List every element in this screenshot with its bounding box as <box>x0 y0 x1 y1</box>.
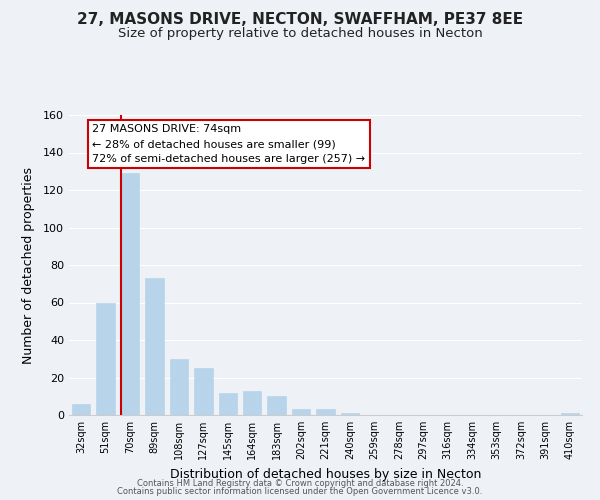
Bar <box>268 396 286 415</box>
Bar <box>316 410 335 415</box>
Bar <box>243 390 262 415</box>
Bar <box>341 413 359 415</box>
Text: Contains HM Land Registry data © Crown copyright and database right 2024.: Contains HM Land Registry data © Crown c… <box>137 478 463 488</box>
Text: Contains public sector information licensed under the Open Government Licence v3: Contains public sector information licen… <box>118 487 482 496</box>
X-axis label: Distribution of detached houses by size in Necton: Distribution of detached houses by size … <box>170 468 481 480</box>
Bar <box>121 173 139 415</box>
Bar <box>194 368 212 415</box>
Y-axis label: Number of detached properties: Number of detached properties <box>22 166 35 364</box>
Text: 27 MASONS DRIVE: 74sqm
← 28% of detached houses are smaller (99)
72% of semi-det: 27 MASONS DRIVE: 74sqm ← 28% of detached… <box>92 124 365 164</box>
Bar <box>145 278 164 415</box>
Bar <box>292 410 310 415</box>
Text: 27, MASONS DRIVE, NECTON, SWAFFHAM, PE37 8EE: 27, MASONS DRIVE, NECTON, SWAFFHAM, PE37… <box>77 12 523 28</box>
Bar <box>97 302 115 415</box>
Bar <box>218 392 237 415</box>
Text: Size of property relative to detached houses in Necton: Size of property relative to detached ho… <box>118 28 482 40</box>
Bar <box>170 359 188 415</box>
Bar <box>560 413 579 415</box>
Bar <box>72 404 91 415</box>
